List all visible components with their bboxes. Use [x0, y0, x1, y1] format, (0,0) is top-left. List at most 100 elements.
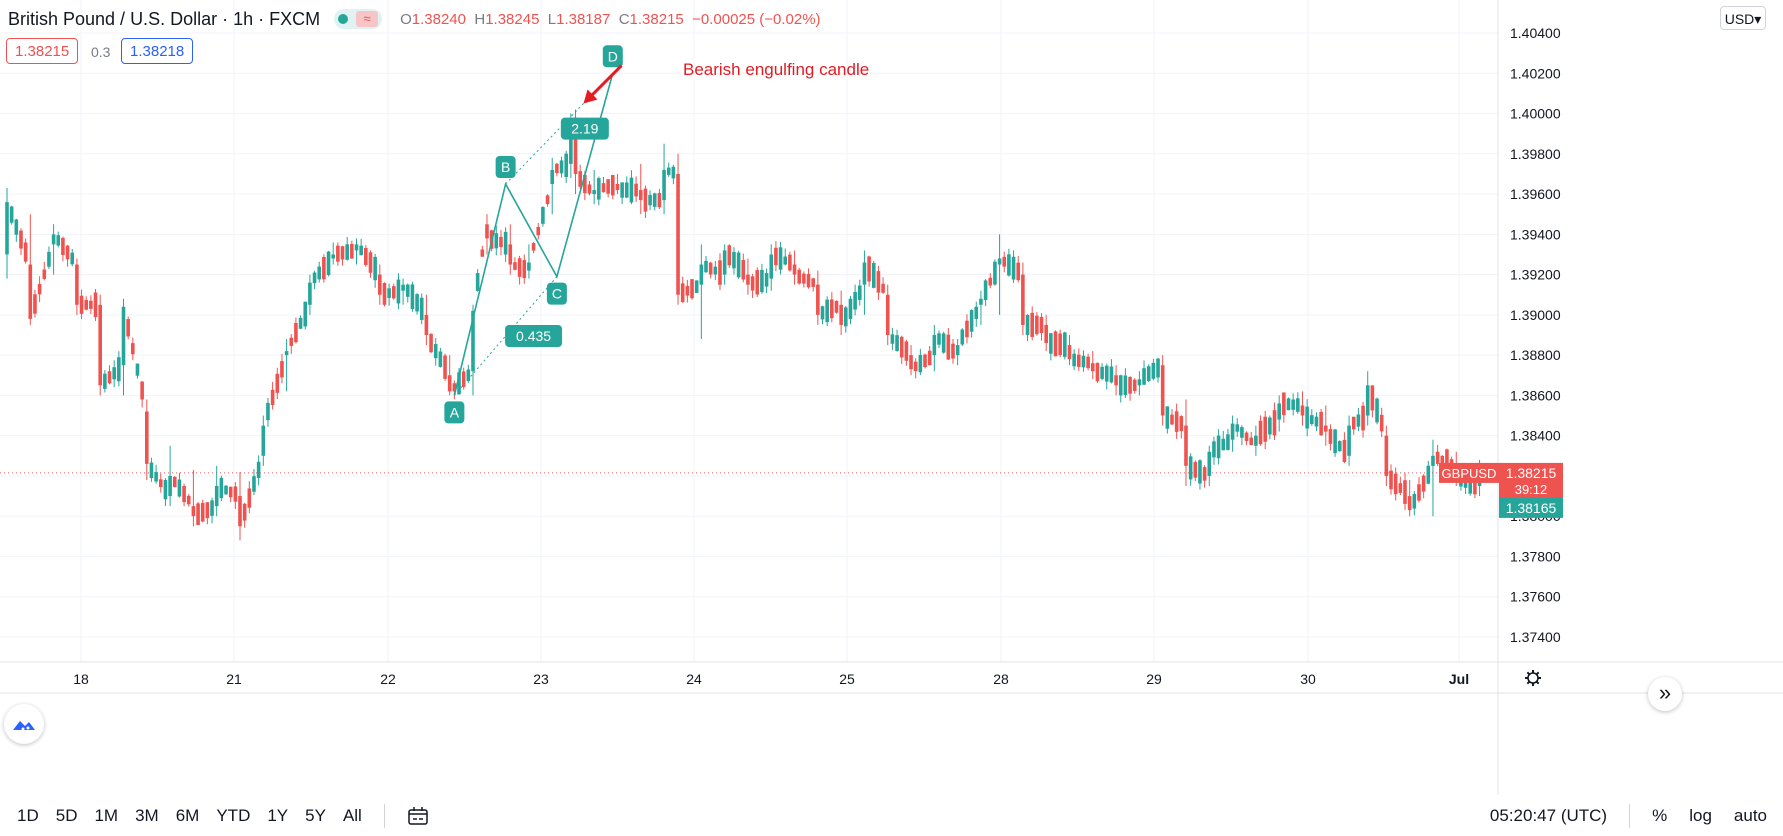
pattern-ratio[interactable]: 0.435: [505, 325, 563, 348]
buy-button[interactable]: 1.38218: [121, 38, 194, 64]
candle-body: [937, 333, 941, 345]
timeframe-5y[interactable]: 5Y: [305, 805, 326, 825]
candle-body: [881, 283, 885, 293]
candle-body: [508, 244, 513, 265]
candle: [769, 244, 774, 291]
candle-body: [317, 266, 322, 280]
candle-body: [718, 260, 722, 285]
price-chart[interactable]: A B C D 0.435 2.19 Bearish engulfing candle 1…: [0, 0, 1783, 795]
pattern-point-b[interactable]: B: [495, 156, 516, 178]
candle-body: [89, 300, 93, 309]
candle: [503, 227, 508, 262]
candle-body: [149, 462, 154, 479]
timeframe-all[interactable]: All: [342, 805, 362, 825]
candle: [624, 176, 629, 199]
candle: [946, 327, 951, 361]
timeframe-1y[interactable]: 1Y: [267, 805, 289, 825]
annotation-text[interactable]: Bearish engulfing candle: [683, 60, 869, 79]
candle-body: [1370, 385, 1375, 411]
candle: [37, 276, 42, 303]
candle-body: [1030, 312, 1034, 337]
gear-tooth: [1535, 671, 1540, 676]
currency-select[interactable]: USD▾: [1720, 6, 1766, 30]
utc-clock[interactable]: 05:20:47 (UTC): [1489, 805, 1608, 825]
candle: [797, 267, 801, 285]
candle-body: [648, 194, 652, 206]
pattern-point-a[interactable]: A: [444, 401, 465, 424]
auto-scale-button[interactable]: auto: [1733, 805, 1767, 825]
candle-body: [14, 219, 19, 235]
candle: [1333, 428, 1337, 457]
candle: [690, 278, 694, 300]
candle-body: [899, 336, 904, 358]
candle: [331, 242, 335, 265]
candle-body: [1347, 425, 1351, 456]
candle: [830, 292, 834, 323]
timeframe-1m[interactable]: 1M: [94, 805, 119, 825]
candle-body: [624, 182, 629, 198]
candle: [359, 238, 363, 256]
percent-scale-button[interactable]: %: [1652, 805, 1668, 825]
tradingview-logo-icon[interactable]: [4, 704, 44, 744]
candle: [648, 190, 652, 211]
calendar-range-icon[interactable]: [407, 806, 429, 826]
abcd-pattern[interactable]: A B C D 0.435 2.19: [444, 45, 623, 424]
candle-body: [760, 269, 764, 293]
candle: [955, 339, 960, 366]
log-scale-button[interactable]: log: [1689, 805, 1712, 825]
timeframe-ytd[interactable]: YTD: [216, 805, 251, 825]
abcd-pattern-line[interactable]: [453, 73, 614, 396]
candle: [1370, 385, 1375, 418]
candle: [974, 301, 979, 327]
timeframe-6m[interactable]: 6M: [175, 805, 200, 825]
timeframe-5d[interactable]: 5D: [55, 805, 78, 825]
candle: [345, 237, 349, 261]
candle: [508, 224, 513, 275]
candle-body: [732, 251, 736, 269]
candle-body: [1146, 366, 1151, 382]
candle: [5, 188, 9, 279]
candle: [1058, 329, 1062, 358]
candle-body: [564, 153, 568, 178]
timeframe-3m[interactable]: 3M: [135, 805, 159, 825]
candle: [1212, 436, 1216, 465]
sell-button[interactable]: 1.38215: [6, 38, 79, 64]
candle-body: [485, 224, 489, 239]
gear-icon[interactable]: [1525, 670, 1541, 686]
candle: [56, 231, 61, 248]
candle: [298, 315, 303, 329]
pattern-point-d[interactable]: D: [602, 45, 623, 68]
candle: [103, 370, 107, 393]
last-price-value: 1.38215: [1506, 465, 1557, 481]
candle-body: [461, 371, 466, 388]
candle-body: [294, 322, 298, 343]
candle-body: [1319, 411, 1323, 436]
candle-body: [419, 297, 424, 320]
pattern-ratio[interactable]: 2.19: [560, 117, 609, 140]
annotation[interactable]: Bearish engulfing candle: [583, 60, 870, 104]
candle: [750, 273, 755, 299]
candle: [33, 289, 37, 318]
candle: [131, 337, 135, 361]
candle: [876, 265, 881, 300]
candle: [774, 241, 778, 272]
candle: [294, 317, 298, 344]
candle: [485, 214, 489, 255]
candle-body: [517, 258, 522, 277]
candle-body: [1384, 435, 1389, 476]
candle: [853, 284, 857, 316]
candle-body: [1021, 274, 1025, 325]
candle: [545, 194, 550, 207]
candle: [783, 248, 788, 266]
candle-body: [186, 495, 191, 505]
candle: [340, 245, 345, 266]
timeframe-1d[interactable]: 1D: [17, 805, 39, 825]
symbol-title[interactable]: British Pound / U.S. Dollar · 1h · FXCM: [8, 8, 321, 29]
indicator-toggle-icon[interactable]: ≈: [334, 9, 383, 29]
pattern-point-c[interactable]: C: [546, 282, 567, 305]
candle-body: [871, 262, 876, 288]
candle-body: [378, 274, 382, 295]
scroll-to-realtime-icon[interactable]: »: [1648, 677, 1682, 711]
candle: [415, 293, 419, 315]
candle: [65, 245, 70, 267]
